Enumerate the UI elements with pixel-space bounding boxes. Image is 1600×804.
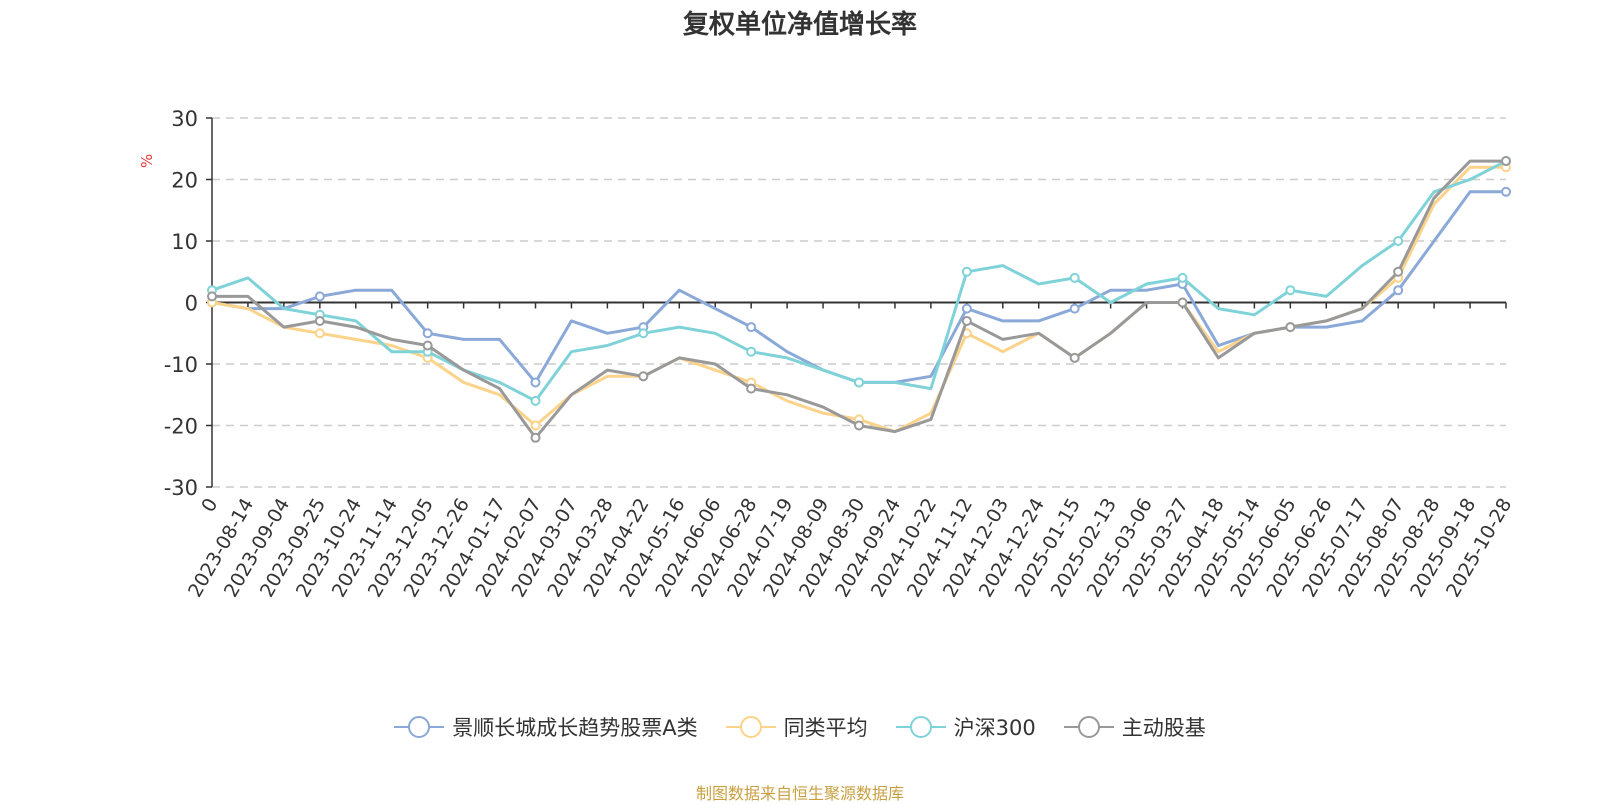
legend-swatch-icon [895, 715, 946, 739]
data-point [961, 315, 972, 326]
data-point [1501, 186, 1511, 197]
data-point [1069, 303, 1080, 314]
source-note: 制图数据来自恒生聚源数据库 [695, 784, 904, 803]
chart-title: 复权单位净值增长率 [682, 10, 917, 40]
series-line [211, 190, 1506, 384]
data-point [314, 328, 325, 339]
y-tick-label: 10 [171, 230, 198, 254]
legend-label: 同类平均 [783, 716, 868, 740]
data-point [530, 420, 541, 431]
data-point [1393, 236, 1404, 246]
legend-item[interactable]: 沪深300 [895, 712, 1036, 742]
data-point [530, 395, 541, 406]
y-tick-label: -30 [164, 476, 198, 500]
series-line [211, 159, 1507, 403]
data-point [1177, 272, 1188, 283]
data-point [1069, 352, 1080, 363]
data-point [422, 340, 433, 351]
legend-label: 景顺长城成长趋势股票A类 [452, 716, 698, 740]
data-point [530, 377, 541, 388]
data-point [1285, 285, 1296, 296]
x-tick-label: 0 [197, 495, 222, 516]
data-point [1393, 266, 1404, 277]
grid-lines [212, 117, 1506, 488]
data-point [314, 291, 325, 302]
data-point [1285, 322, 1296, 333]
legend-item[interactable]: 景顺长城成长趋势股票A类 [394, 712, 698, 742]
data-point [854, 420, 864, 431]
data-point [746, 383, 757, 394]
data-point [207, 291, 217, 302]
legend: 景顺长城成长趋势股票A类 同类平均 沪深300 主动股基 [0, 712, 1600, 742]
y-tick-label: 0 [185, 292, 198, 316]
tick-labels: 3020100-10-20-3002023-08-142023-09-04202… [164, 107, 1517, 601]
data-point [961, 303, 972, 314]
y-tick-label: -20 [164, 415, 198, 439]
legend-label: 沪深300 [953, 716, 1036, 740]
data-point [746, 346, 757, 357]
series-line [212, 159, 1506, 440]
legend-item[interactable]: 主动股基 [1063, 712, 1206, 742]
data-point [854, 377, 864, 388]
series-line [211, 165, 1506, 434]
data-point [638, 328, 649, 339]
data-point [314, 315, 325, 326]
legend-item[interactable]: 同类平均 [725, 712, 868, 742]
data-point [1069, 272, 1080, 283]
y-tick-label: -10 [164, 353, 198, 377]
legend-swatch-icon [725, 715, 776, 739]
y-tick-label: 20 [171, 169, 198, 193]
data-point [961, 266, 972, 277]
data-point [638, 371, 649, 382]
legend-swatch-icon [1063, 715, 1114, 739]
series-lines [207, 156, 1511, 443]
legend-label: 主动股基 [1121, 716, 1206, 740]
data-point [746, 322, 757, 333]
data-point [1177, 297, 1188, 308]
data-point [530, 432, 541, 443]
data-point [422, 328, 433, 339]
data-point [1501, 156, 1511, 167]
data-point [1393, 285, 1404, 296]
legend-swatch-icon [394, 715, 445, 739]
y-tick-label: 30 [171, 107, 198, 131]
